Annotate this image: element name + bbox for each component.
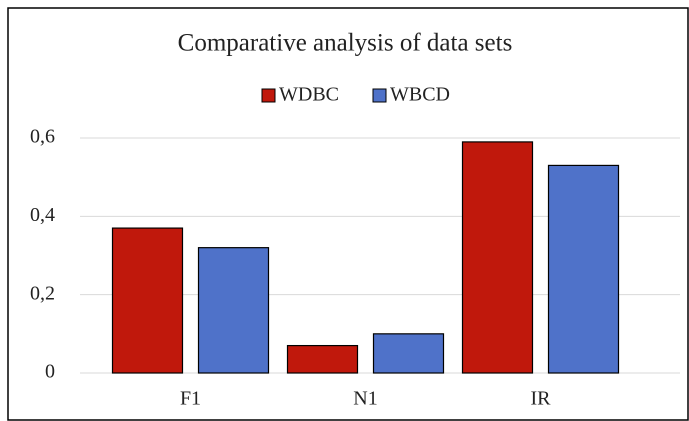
y-tick-label: 0,4 (30, 204, 55, 226)
bar (197, 247, 270, 374)
bar (547, 164, 620, 374)
x-tick-label: N1 (353, 388, 377, 410)
y-tick-label: 0 (45, 361, 55, 383)
bar (461, 141, 534, 374)
bar (286, 344, 359, 374)
chart-title: Comparative analysis of data sets (178, 30, 513, 57)
legend-label: WBCD (390, 84, 450, 106)
bar (111, 227, 184, 374)
legend-label: WDBC (279, 84, 339, 106)
legend-swatch (261, 88, 276, 103)
bar (372, 333, 445, 374)
x-tick-label: IR (531, 388, 552, 410)
legend-swatch (372, 88, 387, 103)
y-tick-label: 0,6 (30, 126, 55, 148)
x-tick-label: F1 (180, 388, 201, 410)
y-tick-label: 0,2 (30, 282, 55, 304)
